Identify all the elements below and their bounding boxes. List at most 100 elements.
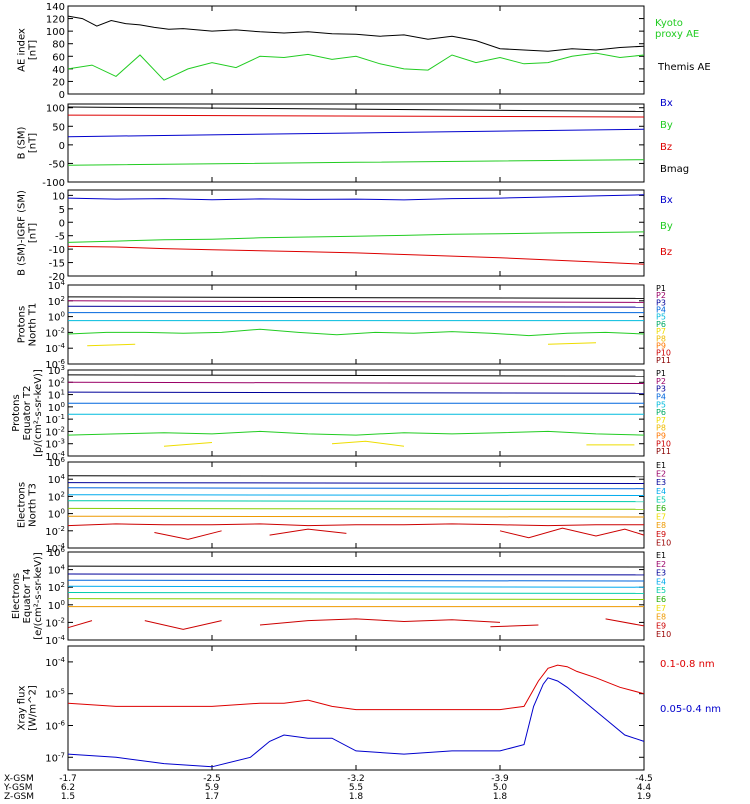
- series-line: [499, 527, 645, 539]
- series-line: [163, 442, 213, 447]
- legend-entry: P11: [656, 447, 671, 456]
- y-tick-label: 100: [46, 104, 65, 115]
- panel-frame: [67, 461, 645, 549]
- series-line: [87, 343, 136, 347]
- legend-entry: By: [660, 221, 673, 232]
- y-tick-label: 5: [59, 205, 65, 216]
- y-tick-label: 10-4: [45, 542, 65, 555]
- y-axis-label: B (SM)-IGRF (SM): [17, 190, 28, 276]
- legend-entry: E3: [656, 569, 666, 578]
- series-line: [67, 114, 645, 118]
- legend-entry: P1: [656, 284, 666, 293]
- series-line: [67, 677, 645, 768]
- y-tick-label: 100: [48, 599, 65, 612]
- y-tick-label: 102: [48, 376, 65, 389]
- series-line: [67, 381, 645, 384]
- legend-entry: Kyoto: [655, 18, 683, 29]
- orbit-row-value: 5.5: [349, 783, 363, 793]
- legend-entry: P2: [656, 377, 666, 386]
- y-axis-label: Electrons: [17, 482, 28, 528]
- legend-entry: P7: [656, 327, 666, 336]
- series-line: [67, 159, 645, 166]
- y-tick-label: 106: [48, 456, 66, 469]
- series-line: [67, 231, 645, 243]
- legend-entry: E9: [656, 530, 666, 539]
- y-axis-label: Xray flux: [17, 686, 28, 731]
- legend-entry: P1: [656, 369, 666, 378]
- legend-entry: P5: [656, 400, 666, 409]
- orbit-row-value: 4.4: [637, 783, 652, 793]
- series-line: [605, 618, 645, 627]
- y-tick-label: 10-3: [45, 438, 65, 451]
- legend-entry: Bmag: [660, 164, 689, 175]
- legend-entry: P9: [656, 341, 666, 350]
- y-axis-label: AE index: [17, 28, 28, 72]
- series-line: [144, 620, 222, 630]
- orbit-row-value: 1.8: [493, 792, 508, 800]
- y-tick-label: -50: [49, 159, 65, 170]
- series-line: [67, 296, 645, 299]
- y-axis-label: Protons: [17, 306, 28, 343]
- orbit-row-label: Y-GSM: [3, 783, 32, 793]
- orbit-row-value: 1.5: [61, 792, 75, 800]
- series-line: [67, 475, 645, 478]
- y-tick-label: 10-4: [45, 450, 65, 463]
- y-axis-label: [nT]: [28, 40, 39, 60]
- legend-entry: E5: [656, 495, 666, 504]
- y-tick-label: 10-1: [45, 413, 65, 426]
- legend-entry: E6: [656, 504, 666, 513]
- y-tick-label: 106: [48, 546, 66, 559]
- y-tick-label: 100: [48, 508, 65, 521]
- orbit-row-value: -4.5: [635, 774, 653, 784]
- orbit-row-value: 5.0: [493, 783, 508, 793]
- series-line: [547, 342, 597, 345]
- series-line: [67, 15, 645, 52]
- y-tick-label: 40: [52, 65, 65, 76]
- y-tick-label: 20: [52, 77, 65, 88]
- series-line: [67, 430, 645, 436]
- y-axis-label: [nT]: [28, 133, 39, 153]
- legend-entry: P6: [656, 408, 666, 417]
- y-tick-label: 102: [48, 490, 65, 503]
- legend-entry: Bx: [660, 98, 673, 109]
- y-axis-label: [nT]: [28, 223, 39, 243]
- y-tick-label: 10-2: [45, 525, 65, 538]
- legend-entry: P3: [656, 385, 666, 394]
- y-tick-label: 100: [48, 311, 65, 324]
- y-axis-label: [p/(cm²-s-sr-keV)]: [33, 369, 44, 457]
- series-line: [67, 194, 645, 201]
- series-line: [259, 618, 501, 626]
- series-line: [67, 523, 644, 527]
- series-line: [67, 128, 645, 138]
- y-tick-label: 103: [48, 364, 65, 377]
- legend-entry: By: [660, 120, 673, 131]
- legend-entry: P9: [656, 432, 666, 441]
- orbit-row-label: X-GSM: [4, 774, 34, 784]
- y-tick-label: 102: [48, 295, 65, 308]
- y-tick-label: -20: [49, 272, 65, 283]
- series-line: [269, 528, 347, 536]
- legend-entry: E4: [656, 487, 666, 496]
- legend-entry: E5: [656, 586, 666, 595]
- legend-entry: E7: [656, 513, 666, 522]
- legend-entry: E4: [656, 577, 666, 586]
- orbit-row-value: -3.9: [491, 774, 509, 784]
- legend-entry: 0.1-0.8 nm: [660, 659, 715, 670]
- series-line: [67, 585, 645, 588]
- y-tick-label: 10-4: [45, 634, 65, 647]
- legend-entry: Bx: [660, 195, 673, 206]
- y-axis-label: Protons: [11, 394, 22, 431]
- y-tick-label: -5: [55, 232, 65, 243]
- series-line: [67, 106, 645, 112]
- legend-entry: P2: [656, 291, 666, 300]
- y-tick-label: 102: [48, 581, 65, 594]
- y-tick-label: 0: [59, 141, 65, 152]
- y-tick-label: -15: [49, 259, 65, 270]
- legend-entry: P6: [656, 320, 666, 329]
- series-line: [67, 507, 645, 510]
- legend-entry: P10: [656, 349, 671, 358]
- orbit-row-value: -3.2: [347, 774, 365, 784]
- orbit-row-value: -1.7: [59, 774, 77, 784]
- y-tick-label: 10-5: [45, 688, 65, 701]
